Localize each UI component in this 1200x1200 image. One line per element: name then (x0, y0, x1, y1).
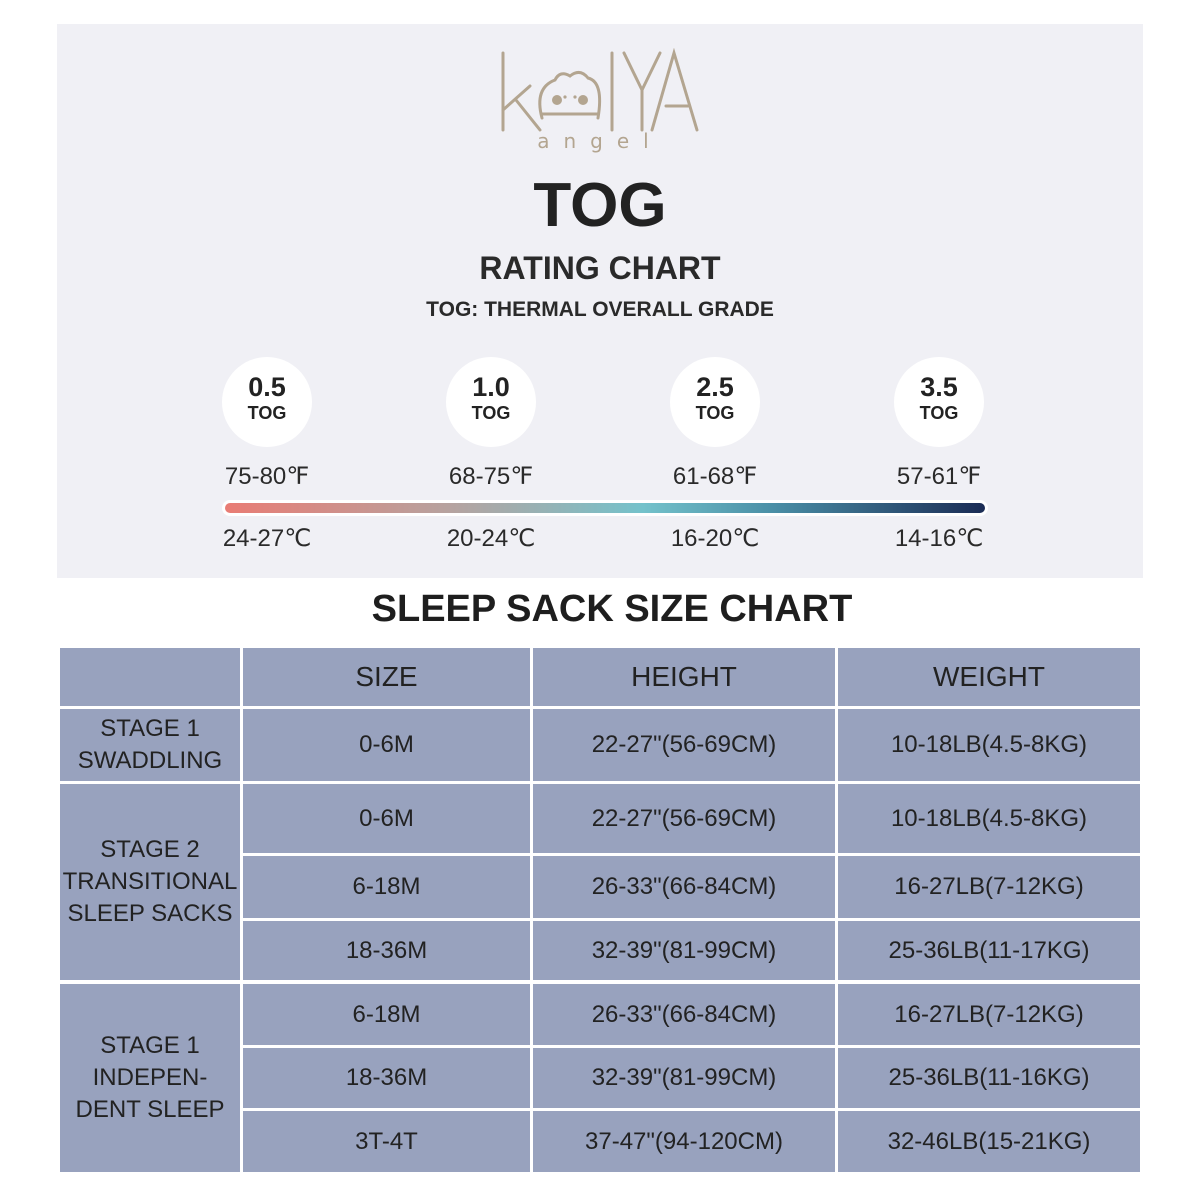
tog-unit: TOG (695, 403, 735, 423)
weight-cell: 16-27LB(7-12KG) (838, 856, 1140, 918)
tog-panel (57, 24, 1143, 578)
weight-cell: 32-46LB(15-21KG) (838, 1111, 1140, 1172)
height-cell: 32-39"(81-99CM) (533, 1048, 835, 1108)
height-cell: 22-27"(56-69CM) (533, 709, 835, 781)
weight-cell: 25-36LB(11-17KG) (838, 921, 1140, 980)
fahrenheit-range: 57-61℉ (896, 463, 982, 490)
tog-badge: 0.5 TOG (222, 357, 312, 447)
height-cell: 37-47"(94-120CM) (533, 1111, 835, 1172)
tog-title: TOG (533, 171, 667, 240)
celsius-range: 24-27℃ (222, 525, 312, 552)
stage-label: STAGE 2 TRANSITIONAL SLEEP SACKS (60, 784, 240, 980)
tog-value: 1.0 (472, 372, 510, 402)
temperature-gradient-bar (222, 500, 988, 516)
size-cell: 0-6M (243, 784, 530, 853)
tog-unit: TOG (919, 403, 959, 423)
stage-label: STAGE 1 SWADDLING (60, 709, 240, 781)
tog-badge: 2.5 TOG (670, 357, 760, 447)
svg-text:angel: angel (537, 129, 663, 153)
height-cell: 26-33"(66-84CM) (533, 856, 835, 918)
height-cell: 26-33"(66-84CM) (533, 984, 835, 1045)
tog-value: 2.5 (696, 372, 734, 402)
tog-definition: TOG: THERMAL OVERALL GRADE (426, 298, 774, 321)
size-chart-title: SLEEP SACK SIZE CHART (371, 588, 853, 630)
size-cell: 6-18M (243, 984, 530, 1045)
column-header (60, 648, 240, 706)
size-cell: 18-36M (243, 1048, 530, 1108)
tog-unit: TOG (247, 403, 287, 423)
size-cell: 6-18M (243, 856, 530, 918)
column-header: SIZE (243, 648, 530, 706)
fahrenheit-range: 61-68℉ (672, 463, 758, 490)
celsius-range: 16-20℃ (670, 525, 760, 552)
celsius-range: 20-24℃ (446, 525, 536, 552)
rating-chart-subtitle: RATING CHART (479, 250, 721, 286)
column-header: HEIGHT (533, 648, 835, 706)
stage-label: STAGE 1 INDEPEN- DENT SLEEP (60, 984, 240, 1172)
height-cell: 22-27"(56-69CM) (533, 784, 835, 853)
koiya-angel-logo: angel (501, 48, 699, 153)
weight-cell: 10-18LB(4.5-8KG) (838, 709, 1140, 781)
celsius-range: 14-16℃ (894, 525, 984, 552)
size-cell: 18-36M (243, 921, 530, 980)
tog-badge: 1.0 TOG (446, 357, 536, 447)
fahrenheit-range: 68-75℉ (448, 463, 534, 490)
size-cell: 0-6M (243, 709, 530, 781)
height-cell: 32-39"(81-99CM) (533, 921, 835, 980)
tog-value: 3.5 (920, 372, 958, 402)
column-header: WEIGHT (838, 648, 1140, 706)
size-cell: 3T-4T (243, 1111, 530, 1172)
weight-cell: 25-36LB(11-16KG) (838, 1048, 1140, 1108)
fahrenheit-range: 75-80℉ (224, 463, 310, 490)
tog-unit: TOG (471, 403, 511, 423)
tog-badge: 3.5 TOG (894, 357, 984, 447)
weight-cell: 10-18LB(4.5-8KG) (838, 784, 1140, 853)
weight-cell: 16-27LB(7-12KG) (838, 984, 1140, 1045)
tog-value: 0.5 (248, 372, 286, 402)
